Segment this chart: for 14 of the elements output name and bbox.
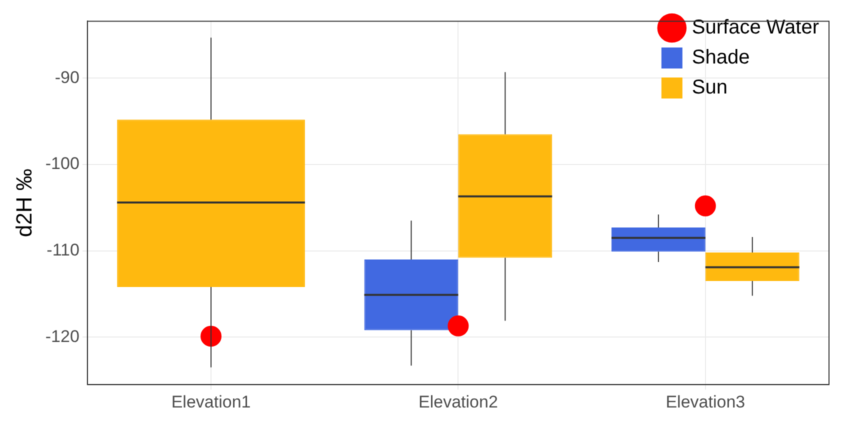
point <box>448 315 469 336</box>
legend-label: Surface Water <box>692 16 820 39</box>
y-tick-label: -100 <box>45 154 80 174</box>
x-tick-label: Elevation3 <box>666 392 746 412</box>
point <box>200 326 222 347</box>
x-tick-label: Elevation2 <box>418 392 498 412</box>
legend-label: Shade <box>692 46 750 69</box>
y-tick-label: -90 <box>54 68 80 87</box>
x-tick-label: Elevation1 <box>171 392 251 412</box>
legend-label: Sun <box>692 76 728 99</box>
y-tick-label: -120 <box>45 326 80 346</box>
point <box>694 195 716 216</box>
y-axis-title: d2H ‰ <box>11 168 36 238</box>
y-tick-label: -110 <box>46 240 80 260</box>
